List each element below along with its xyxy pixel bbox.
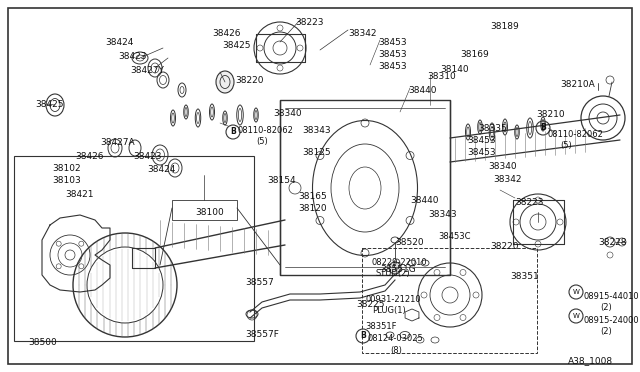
Text: 38453: 38453 (467, 148, 495, 157)
Text: 38220: 38220 (490, 242, 518, 251)
Text: (5): (5) (256, 137, 268, 146)
Text: 38342: 38342 (493, 175, 522, 184)
Text: 38125: 38125 (302, 148, 331, 157)
Text: 38351F: 38351F (365, 322, 397, 331)
Text: 38440: 38440 (410, 196, 438, 205)
Text: 38427A: 38427A (100, 138, 134, 147)
Text: 38100: 38100 (195, 208, 224, 217)
Text: 38424: 38424 (105, 38, 133, 47)
Text: 38423: 38423 (133, 152, 161, 161)
Text: 38453: 38453 (378, 38, 406, 47)
Text: 38453: 38453 (378, 50, 406, 59)
Bar (280, 100, 450, 275)
Text: 38343: 38343 (302, 126, 331, 135)
Text: 38225: 38225 (356, 300, 385, 309)
Text: 38427Y: 38427Y (130, 66, 164, 75)
Text: 38223: 38223 (515, 198, 543, 207)
Text: A38_1008: A38_1008 (568, 356, 613, 365)
Text: 38223: 38223 (295, 18, 323, 27)
Text: 38424: 38424 (147, 165, 175, 174)
Text: W: W (573, 289, 579, 295)
Text: 00931-21210: 00931-21210 (365, 295, 420, 304)
Text: 38228: 38228 (598, 238, 627, 247)
Text: 38557F: 38557F (245, 330, 279, 339)
Text: 38120: 38120 (298, 204, 326, 213)
Text: 38351: 38351 (510, 272, 539, 281)
Text: 38423: 38423 (118, 52, 147, 61)
Text: 08229-22010: 08229-22010 (372, 258, 428, 267)
Text: 38343: 38343 (428, 210, 456, 219)
Text: 08915-44010: 08915-44010 (584, 292, 639, 301)
Text: PLUG(1): PLUG(1) (372, 306, 406, 315)
Text: (8): (8) (390, 346, 402, 355)
Text: 08915-24000: 08915-24000 (584, 316, 639, 325)
Text: 38425: 38425 (35, 100, 63, 109)
Bar (172, 200, 237, 220)
Text: 38340: 38340 (273, 109, 301, 118)
Text: 38169: 38169 (460, 50, 489, 59)
Text: STUD(2): STUD(2) (376, 269, 411, 278)
Text: 38426: 38426 (75, 152, 104, 161)
Text: 38440: 38440 (408, 86, 436, 95)
Text: 38520: 38520 (395, 238, 424, 247)
Text: 38453: 38453 (467, 136, 495, 145)
Text: 38103: 38103 (52, 176, 81, 185)
Text: (2): (2) (600, 327, 612, 336)
Text: 38210A: 38210A (560, 80, 595, 89)
Text: 38421: 38421 (65, 190, 93, 199)
Text: 38551G: 38551G (380, 265, 416, 274)
Text: 08110-82062: 08110-82062 (548, 130, 604, 139)
Text: 38154: 38154 (267, 176, 296, 185)
Circle shape (389, 262, 401, 274)
Text: 38453C: 38453C (438, 232, 470, 241)
Text: 38453: 38453 (378, 62, 406, 71)
Text: 08124-03025: 08124-03025 (368, 334, 424, 343)
Text: 38140: 38140 (440, 65, 468, 74)
Text: 38500: 38500 (28, 338, 57, 347)
Bar (14, 156, 254, 341)
Text: 38340: 38340 (488, 162, 516, 171)
Text: (2): (2) (600, 303, 612, 312)
Text: 38165: 38165 (298, 192, 327, 201)
Text: B: B (540, 124, 546, 132)
Text: 38310: 38310 (427, 72, 456, 81)
Text: 38425: 38425 (222, 41, 250, 50)
Text: 38189: 38189 (490, 22, 519, 31)
Text: 38210: 38210 (536, 110, 564, 119)
Text: 38426: 38426 (212, 29, 241, 38)
Text: B: B (360, 331, 366, 340)
Text: (5): (5) (560, 141, 572, 150)
Text: 38335: 38335 (478, 124, 507, 133)
Text: 38220: 38220 (235, 76, 264, 85)
Text: 08110-82062: 08110-82062 (238, 126, 294, 135)
Text: 38342: 38342 (348, 29, 376, 38)
Text: 38557: 38557 (245, 278, 274, 287)
Text: W: W (573, 313, 579, 319)
Ellipse shape (216, 71, 234, 93)
Text: B: B (230, 128, 236, 137)
Bar (362, 248, 537, 353)
Text: 38102: 38102 (52, 164, 81, 173)
